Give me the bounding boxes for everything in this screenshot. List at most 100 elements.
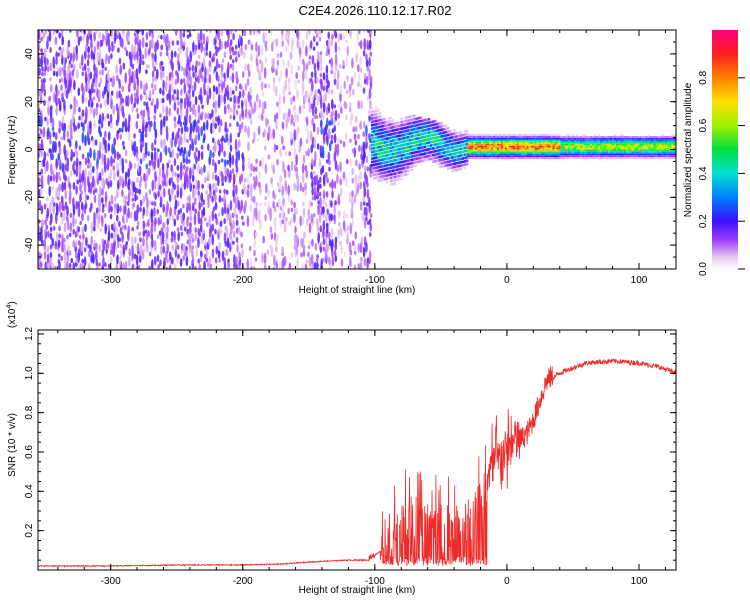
heatmap-cell: [400, 140, 403, 144]
heatmap-cell: [161, 231, 165, 241]
heatmap-cell: [398, 151, 401, 154]
heatmap-cell: [205, 257, 209, 263]
heatmap-cell: [387, 136, 391, 140]
heatmap-cell: [48, 30, 52, 33]
heatmap-cell: [444, 161, 448, 164]
heatmap-cell: [556, 134, 559, 136]
heatmap-cell: [204, 176, 207, 183]
heatmap-cell: [606, 143, 609, 146]
heatmap-cell: [481, 155, 484, 157]
heatmap-cell: [503, 151, 506, 154]
heatmap-cell: [261, 101, 265, 112]
heatmap-cell: [186, 166, 189, 172]
heatmap-cell: [249, 86, 252, 96]
heatmap-cell: [191, 247, 194, 259]
heatmap-cell: [432, 143, 435, 147]
heatmap-cell: [230, 86, 233, 97]
heatmap-cell: [55, 30, 58, 34]
heatmap-cell: [442, 148, 445, 151]
heatmap-cell: [295, 166, 299, 172]
heatmap-cell: [615, 155, 618, 157]
heatmap-cell: [136, 50, 139, 61]
heatmap-cell: [392, 159, 395, 162]
heatmap-cell: [466, 162, 469, 166]
heatmap-cell: [556, 141, 559, 144]
heatmap-cell: [627, 136, 630, 138]
heatmap-cell: [408, 115, 412, 118]
heatmap-cell: [617, 139, 620, 142]
heatmap-cell: [491, 134, 494, 136]
heatmap-cell: [170, 50, 174, 60]
heatmap-cell: [189, 221, 192, 229]
heatmap-cell: [357, 173, 360, 186]
heatmap-cell: [38, 57, 41, 67]
heatmap-cell: [166, 176, 169, 187]
heatmap-cell: [501, 147, 504, 150]
heatmap-cell: [479, 149, 482, 152]
heatmap-cell: [665, 153, 668, 156]
heatmap-cell: [179, 121, 183, 128]
heatmap-cell: [46, 253, 50, 264]
heatmap-cell: [353, 71, 357, 81]
heatmap-cell: [107, 33, 110, 39]
heatmap-cell: [633, 157, 636, 159]
heatmap-cell: [277, 76, 281, 83]
heatmap-cell: [147, 106, 150, 119]
heatmap-cell: [423, 142, 426, 145]
heatmap-cell: [526, 153, 529, 156]
heatmap-cell: [413, 158, 416, 161]
heatmap-cell: [550, 139, 553, 142]
heatmap-cell: [653, 153, 656, 156]
heatmap-cell: [544, 155, 547, 157]
heatmap-cell: [336, 143, 340, 155]
heatmap-cell: [406, 119, 410, 122]
heatmap-cell: [524, 153, 527, 156]
heatmap-cell: [38, 251, 41, 260]
heatmap-cell: [220, 30, 223, 37]
heatmap-cell: [434, 149, 437, 153]
heatmap-cell: [408, 169, 412, 172]
heatmap-cell: [552, 149, 555, 152]
heatmap-cell: [366, 260, 369, 269]
heatmap-cell: [582, 136, 585, 138]
heatmap-cell: [440, 148, 443, 152]
heatmap-cell: [512, 147, 515, 150]
heatmap-cell: [475, 145, 478, 148]
heatmap-cell: [189, 50, 192, 63]
heatmap-cell: [582, 139, 585, 142]
heatmap-cell: [487, 145, 490, 148]
heatmap-cell: [596, 155, 599, 157]
heatmap-cell: [217, 85, 221, 96]
heatmap-cell: [671, 151, 674, 154]
heatmap-cell: [69, 170, 73, 178]
heatmap-cell: [556, 149, 559, 152]
heatmap-cell: [220, 141, 224, 153]
heatmap-cell: [162, 203, 165, 213]
heatmap-cell: [471, 136, 474, 138]
heatmap-cell: [237, 149, 241, 161]
heatmap-cell: [669, 157, 672, 159]
heatmap-cell: [434, 160, 437, 163]
heatmap-cell: [633, 155, 636, 157]
heatmap-cell: [455, 155, 458, 158]
heatmap-cell: [411, 115, 414, 118]
heatmap-cell: [508, 141, 511, 144]
heatmap-cell: [381, 128, 384, 131]
heatmap-cell: [548, 139, 551, 142]
heatmap-cell: [260, 113, 264, 122]
heatmap-cell: [86, 59, 90, 67]
heatmap-cell: [586, 147, 589, 150]
heatmap-cell: [639, 145, 642, 148]
heatmap-cell: [588, 139, 591, 142]
heatmap-cell: [508, 138, 511, 140]
heatmap-cell: [673, 138, 676, 140]
heatmap-cell: [381, 178, 384, 182]
heatmap-cell: [617, 136, 620, 138]
heatmap-cell: [115, 64, 118, 75]
heatmap-cell: [203, 164, 206, 173]
heatmap-cell: [243, 183, 246, 193]
heatmap-cell: [560, 136, 563, 138]
heatmap-cell: [497, 138, 500, 140]
heatmap-cell: [58, 46, 62, 51]
heatmap-cell: [528, 136, 531, 138]
